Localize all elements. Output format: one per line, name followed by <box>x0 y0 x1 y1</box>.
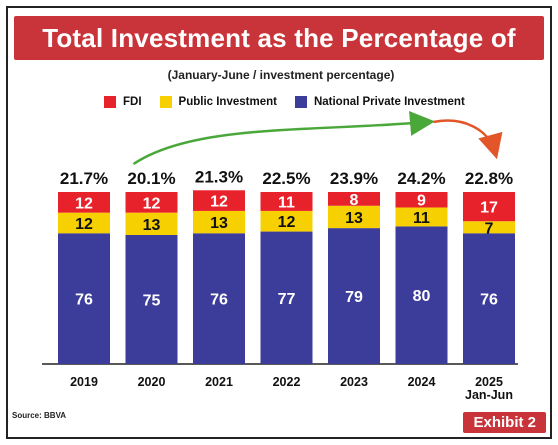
total-label-2021: 21.3% <box>195 167 243 186</box>
stacked-bar-chart: 76 12 12 21.7% 2019 75 13 12 20.1% 2020 76 13 12 21.3… <box>42 110 518 402</box>
legend-label-private: National Private Investment <box>313 96 465 108</box>
bar-fdi-2019 <box>58 192 110 213</box>
total-label-2025-jan-jun: 22.8% <box>465 169 513 188</box>
category-label-2024: 2024 <box>408 375 436 389</box>
chart-subtitle: (January-June / investment percentage) <box>167 68 395 82</box>
legend-swatch-public <box>159 96 172 108</box>
data-label-fdi-2024: 9 <box>417 193 426 210</box>
total-label-2019: 21.7% <box>60 169 108 188</box>
bar-fdi-2023 <box>328 192 380 206</box>
data-label-public-investment-2022: 12 <box>278 214 296 231</box>
data-label-national-private-investment-2021: 76 <box>210 292 228 309</box>
data-label-national-private-investment-2019: 76 <box>75 292 93 309</box>
data-label-fdi-2025-jan-jun: 17 <box>480 200 498 217</box>
exhibit-frame: Total Investment as the Percentage of GD… <box>6 6 552 439</box>
data-label-fdi-2022: 11 <box>278 194 295 211</box>
data-label-public-investment-2023: 13 <box>345 210 363 227</box>
bar-national-private-investment-2019 <box>58 233 110 364</box>
total-label-2020: 20.1% <box>127 169 175 188</box>
category-label-2020: 2020 <box>138 375 166 389</box>
bar-national-private-investment-2025-jan-jun <box>463 233 515 364</box>
legend-label-fdi: FDI <box>123 96 142 108</box>
data-label-national-private-investment-2025-jan-jun: 76 <box>480 292 498 309</box>
data-label-public-investment-2020: 13 <box>143 217 161 234</box>
category-sublabel-2025-jan-jun: Jan-Jun <box>465 388 513 402</box>
data-label-public-investment-2025-jan-jun: 7 <box>485 220 494 237</box>
data-label-national-private-investment-2022: 77 <box>278 291 296 308</box>
bar-fdi-2024 <box>395 192 448 208</box>
data-label-fdi-2021: 12 <box>210 194 228 211</box>
bar-public-investment-2024 <box>395 207 448 227</box>
data-label-national-private-investment-2020: 75 <box>143 293 161 310</box>
bar-public-investment-2025-jan-jun <box>463 221 515 234</box>
legend-item-private: National Private Investment <box>294 96 465 108</box>
chart-legend: FDI Public Investment National Private I… <box>104 96 465 108</box>
data-label-national-private-investment-2023: 79 <box>345 289 363 306</box>
bar-national-private-investment-2023 <box>328 228 380 364</box>
legend-swatch-private <box>294 96 307 108</box>
category-label-2025-jan-jun: 2025 <box>475 375 503 389</box>
data-label-national-private-investment-2024: 80 <box>413 288 431 305</box>
bar-fdi-2025-jan-jun <box>463 192 515 222</box>
total-label-2022: 22.5% <box>262 169 310 188</box>
legend-swatch-fdi <box>104 96 116 108</box>
bar-public-investment-2020 <box>125 212 178 235</box>
data-label-public-investment-2019: 12 <box>75 216 93 233</box>
data-label-fdi-2023: 8 <box>350 192 359 209</box>
bar-public-investment-2021 <box>193 210 245 234</box>
bar-public-investment-2023 <box>328 205 380 229</box>
bar-public-investment-2022 <box>260 210 313 232</box>
total-label-2023: 23.9% <box>330 169 378 188</box>
data-label-fdi-2020: 12 <box>143 195 161 212</box>
bar-national-private-investment-2020 <box>125 235 178 364</box>
data-label-public-investment-2024: 11 <box>413 210 430 227</box>
category-label-2023: 2023 <box>340 375 368 389</box>
total-label-2024: 24.2% <box>397 169 445 188</box>
bar-national-private-investment-2022 <box>260 231 313 364</box>
trend-arrow-down <box>433 119 503 160</box>
data-label-fdi-2019: 12 <box>75 195 93 212</box>
chart-title: Total Investment as the Percentage of GD… <box>14 16 544 97</box>
bar-fdi-2022 <box>260 192 313 211</box>
bar-fdi-2020 <box>125 192 178 213</box>
category-label-2022: 2022 <box>273 375 301 389</box>
data-label-public-investment-2021: 13 <box>210 215 228 232</box>
legend-item-public: Public Investment <box>159 96 277 108</box>
bar-national-private-investment-2021 <box>193 233 245 364</box>
bar-public-investment-2019 <box>58 212 110 234</box>
category-label-2021: 2021 <box>205 375 233 389</box>
bar-fdi-2021 <box>193 190 245 211</box>
category-label-2019: 2019 <box>70 375 98 389</box>
bar-national-private-investment-2024 <box>395 226 448 364</box>
legend-item-fdi: FDI <box>104 96 142 108</box>
source-note: Source: BBVA <box>12 411 67 420</box>
legend-label-public: Public Investment <box>178 96 277 108</box>
exhibit-badge: Exhibit 2 <box>463 412 546 433</box>
trend-arrow-up <box>132 110 435 166</box>
